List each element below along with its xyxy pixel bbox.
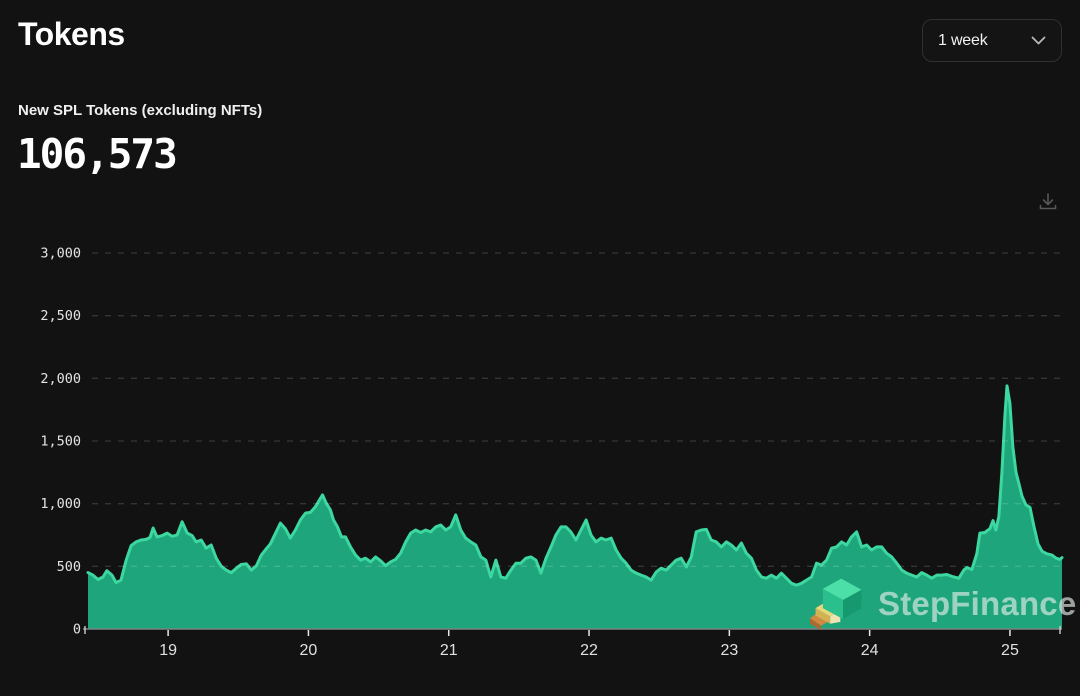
watermark: StepFinance <box>810 576 1076 631</box>
y-tick-label-2000: 2,000 <box>40 371 81 387</box>
series-area-fill[interactable] <box>88 385 1062 629</box>
x-tick-label-19: 19 <box>159 642 177 659</box>
y-tick-label-500: 500 <box>57 559 81 575</box>
x-tick-label-22: 22 <box>580 642 598 659</box>
area-chart[interactable]: 0 500 1,000 1,500 2,000 2,500 3,000 19 20 21 22 23 2… <box>0 235 1080 680</box>
chevron-down-icon <box>1031 36 1046 45</box>
y-tick-label-3000: 3,000 <box>40 246 81 262</box>
download-icon[interactable] <box>1036 190 1060 214</box>
page-title: Tokens <box>18 16 125 52</box>
series-line <box>86 384 1064 587</box>
x-tick-label-24: 24 <box>861 642 879 659</box>
x-tick-label-23: 23 <box>720 642 738 659</box>
y-tick-label-1000: 1,000 <box>40 496 81 512</box>
x-tick-label-21: 21 <box>440 642 458 659</box>
watermark-text: StepFinance <box>878 584 1077 622</box>
period-select[interactable]: 1 week <box>922 19 1062 62</box>
y-tick-label-2500: 2,500 <box>40 308 81 324</box>
y-tick-label-0: 0 <box>73 622 81 638</box>
period-select-value: 1 week <box>938 31 988 49</box>
stat-value: 106,573 <box>17 130 178 178</box>
y-tick-label-1500: 1,500 <box>40 434 81 450</box>
step-finance-steps-logo <box>810 578 862 631</box>
x-tick-label-25: 25 <box>1001 642 1019 659</box>
stat-label: New SPL Tokens (excluding NFTs) <box>18 102 263 119</box>
x-tick-label-20: 20 <box>300 642 318 659</box>
